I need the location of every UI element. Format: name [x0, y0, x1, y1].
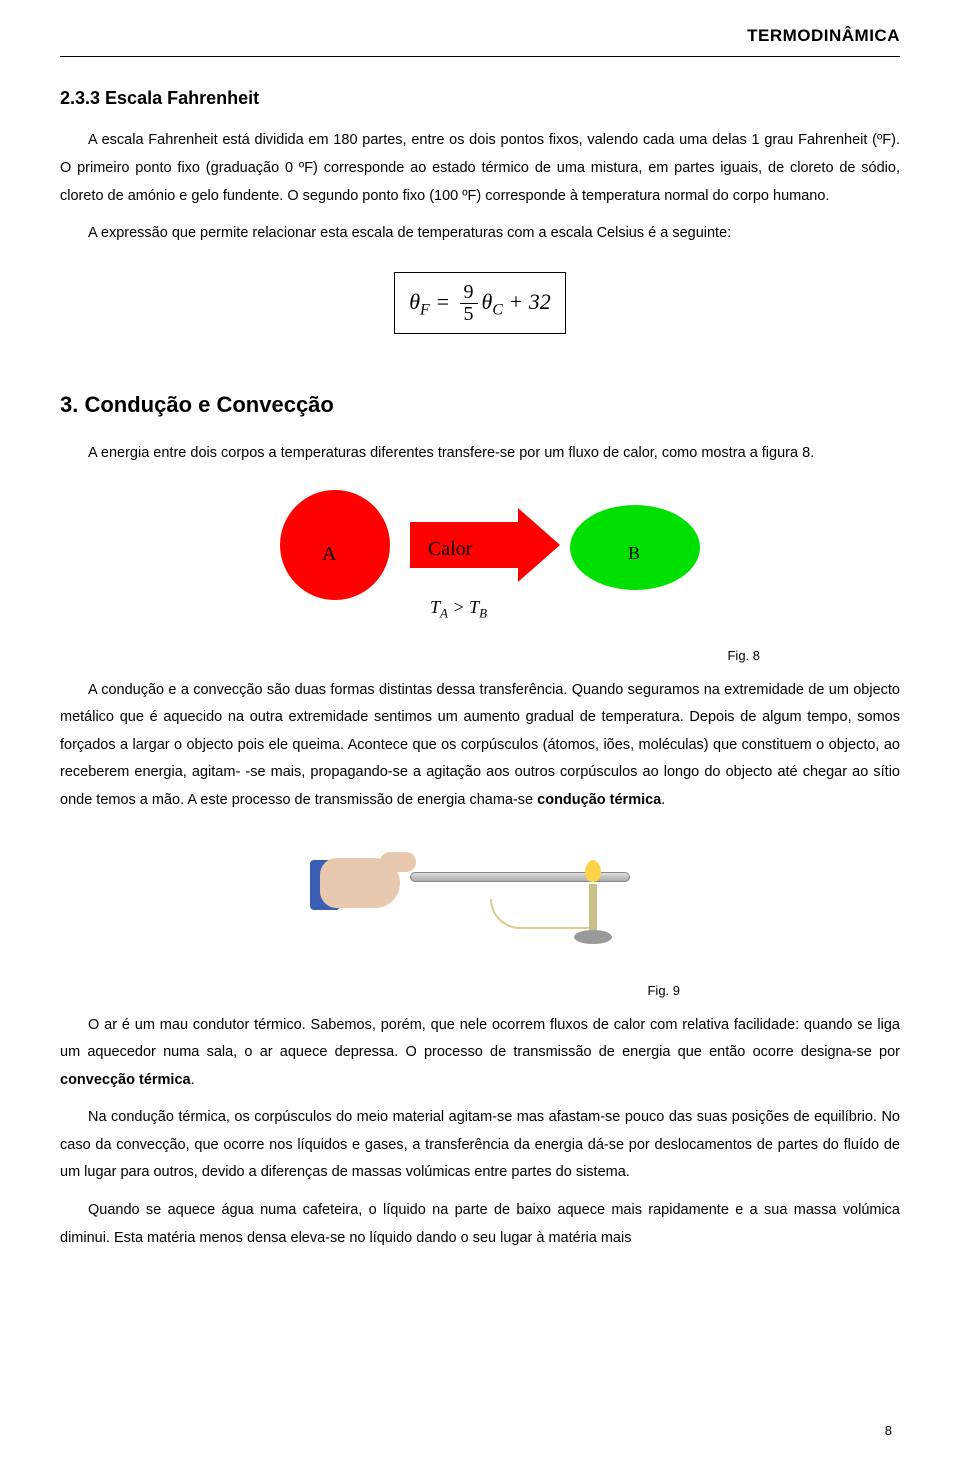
para-3-1: A energia entre dois corpos a temperatur… [60, 440, 900, 468]
fig9-tube [490, 899, 590, 929]
fig8-inequality: TA > TB [430, 590, 487, 626]
formula-rhs: θ [482, 289, 493, 314]
formula-rhs-sub: C [492, 301, 503, 318]
para-233-1-text: A escala Fahrenheit está dividida em 180… [60, 132, 900, 203]
para-3-2b-bold: condução térmica [537, 792, 661, 808]
para-3-5: Quando se aquece água numa cafeteira, o … [60, 1197, 900, 1252]
formula-den: 5 [460, 304, 478, 325]
formula-wrap: θF = 95θC + 32 [60, 262, 900, 344]
fig9-burner-stem [589, 884, 597, 932]
page-number: 8 [885, 1419, 892, 1444]
para-3-3c: . [191, 1072, 195, 1088]
figure-8: A Calor B TA > TB [60, 480, 900, 641]
fig8-ta: T [430, 597, 440, 617]
para-3-2: A condução e a convecção são duas formas… [60, 677, 900, 815]
para-3-3a: O ar é um mau condutor térmico. Sabemos,… [60, 1017, 900, 1061]
fig8-arrow-head [518, 508, 560, 582]
para-233-1: A escala Fahrenheit está dividida em 180… [60, 127, 900, 210]
fig8-gt: > [448, 597, 469, 617]
formula-eq: = [430, 289, 456, 314]
header-rule [60, 56, 900, 57]
formula-tail: + 32 [503, 289, 551, 314]
fig8-tb: T [469, 597, 479, 617]
fig8-arrow-label: Calor [428, 530, 472, 568]
para-3-2c: . [661, 792, 665, 808]
formula-fahrenheit: θF = 95θC + 32 [394, 272, 566, 334]
fig9-hand [320, 852, 440, 914]
para-233-2: A expressão que permite relacionar esta … [60, 220, 900, 248]
fig8-label-b: B [628, 536, 640, 570]
fig9-thumb [380, 852, 416, 872]
para-3-3b-bold: convecção térmica [60, 1072, 191, 1088]
para-233-2-text: A expressão que permite relacionar esta … [88, 225, 731, 241]
heading-233: 2.3.3 Escala Fahrenheit [60, 81, 900, 115]
para-3-5-text: Quando se aquece água numa cafeteira, o … [60, 1202, 900, 1246]
heading-3: 3. Condução e Convecção [60, 384, 900, 426]
formula-lhs-sub: F [420, 301, 430, 318]
fig8-ta-sub: A [440, 605, 448, 620]
fig8-label-a: A [322, 535, 336, 573]
para-3-4-text: Na condução térmica, os corpúsculos do m… [60, 1109, 900, 1180]
para-3-2a: A condução e a convecção são duas formas… [60, 682, 900, 808]
fig8-tb-sub: B [479, 605, 487, 620]
formula-lhs: θ [409, 289, 420, 314]
figure-9 [60, 824, 900, 975]
fig9-flame [585, 860, 601, 882]
formula-num: 9 [460, 282, 478, 304]
para-3-4: Na condução térmica, os corpúsculos do m… [60, 1104, 900, 1187]
page-header-title: TERMODINÂMICA [60, 20, 900, 52]
para-3-1-text: A energia entre dois corpos a temperatur… [88, 445, 814, 461]
fig9-burner-base [574, 930, 612, 944]
fig9-caption: Fig. 9 [60, 979, 680, 1004]
para-3-3: O ar é um mau condutor térmico. Sabemos,… [60, 1012, 900, 1095]
fig8-caption: Fig. 8 [60, 644, 760, 669]
